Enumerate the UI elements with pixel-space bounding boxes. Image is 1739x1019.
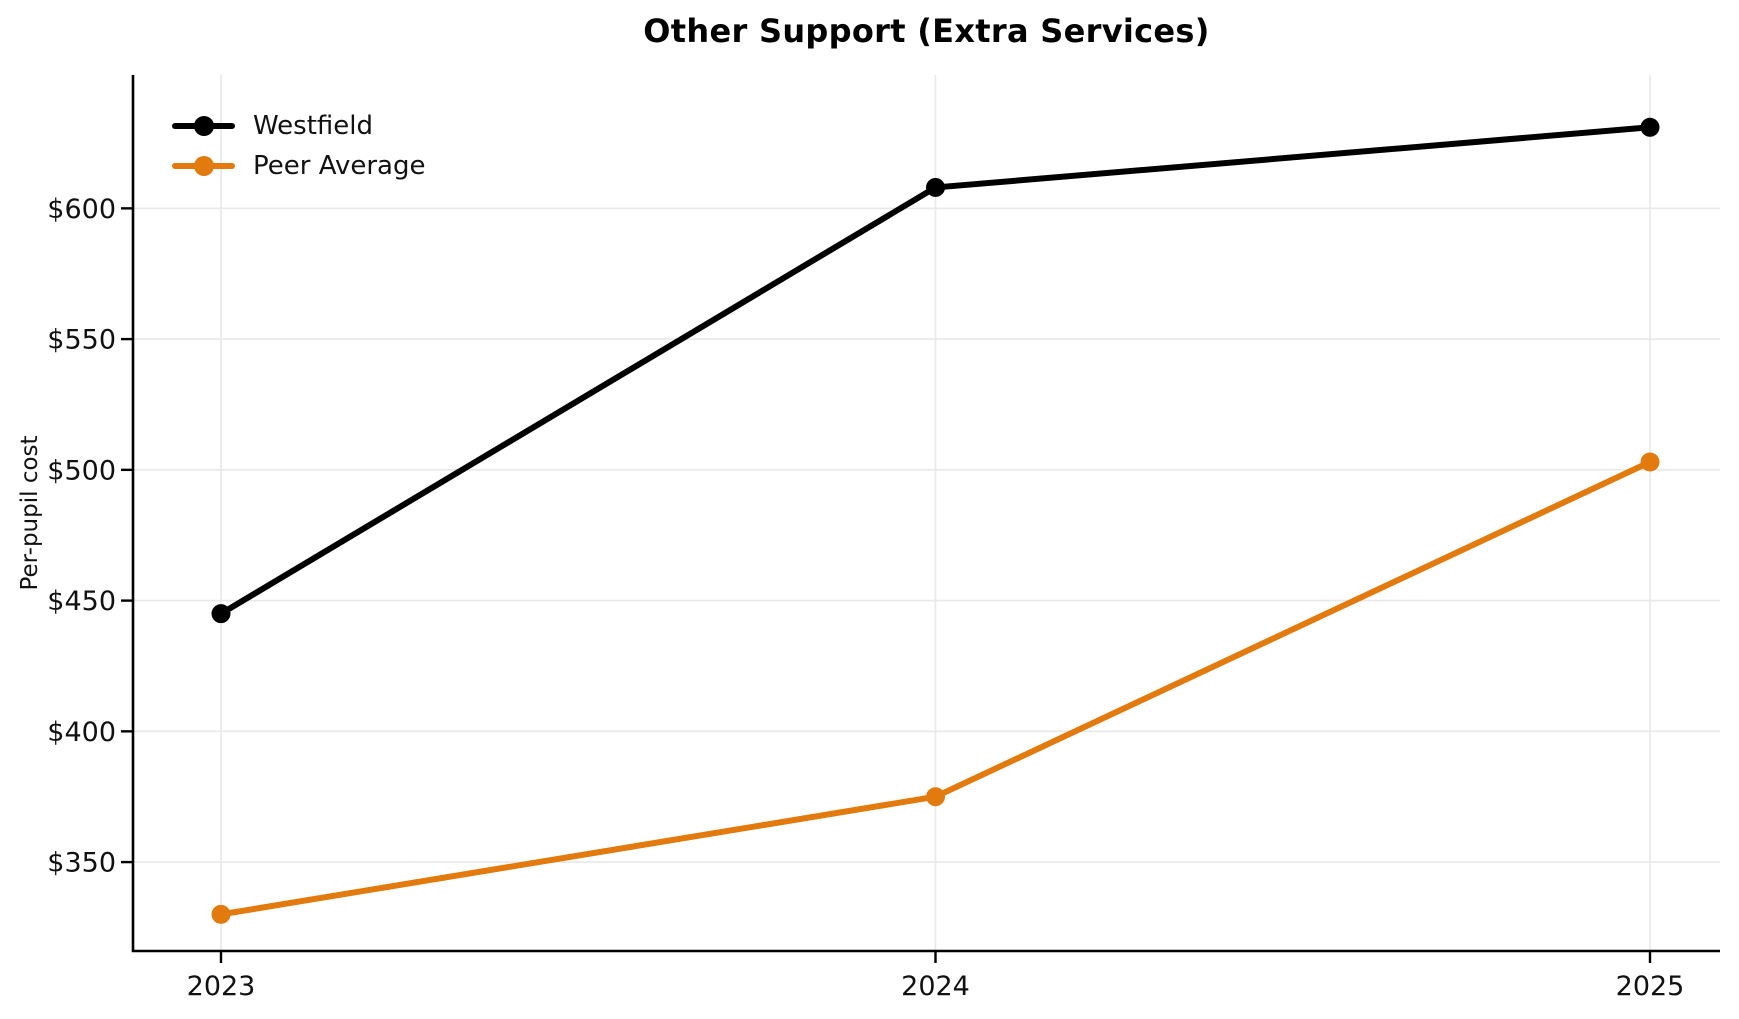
data-point-westfield <box>211 604 231 624</box>
x-tick-label: 2023 <box>187 971 256 1002</box>
x-tick-label: 2025 <box>1616 971 1685 1002</box>
data-point-westfield <box>1640 117 1660 137</box>
y-tick-label: $550 <box>47 325 116 356</box>
peer-average-line-marker-icon <box>172 146 235 186</box>
westfield-line-marker-icon <box>172 106 235 146</box>
axis-spines <box>131 75 1720 953</box>
axis-ticks: $350 $400 $450 $500 $550 $600 2023 2024 2025 <box>47 194 1684 1002</box>
data-point-peer-average <box>1640 452 1660 472</box>
y-tick-label: $600 <box>47 194 116 225</box>
grid-layer <box>133 75 1720 951</box>
legend-item-peer-average: Peer Average <box>172 146 425 186</box>
y-tick-label: $400 <box>47 717 116 748</box>
y-tick-label: $350 <box>47 848 116 879</box>
legend-item-westfield: Westfield <box>172 106 425 146</box>
legend-label-westfield: Westfield <box>253 111 374 141</box>
data-series-layer <box>211 117 1660 924</box>
chart-title: Other Support (Extra Services) <box>643 12 1210 50</box>
y-tick-label: $450 <box>47 586 116 617</box>
y-tick-label: $500 <box>47 455 116 486</box>
legend: Westfield Peer Average <box>172 106 425 186</box>
y-axis-label: Per-pupil cost <box>17 435 43 591</box>
legend-label-peer-average: Peer Average <box>253 151 426 181</box>
x-tick-label: 2024 <box>901 971 970 1002</box>
data-point-westfield <box>926 177 945 197</box>
data-point-peer-average <box>211 904 231 924</box>
data-point-peer-average <box>926 787 945 807</box>
